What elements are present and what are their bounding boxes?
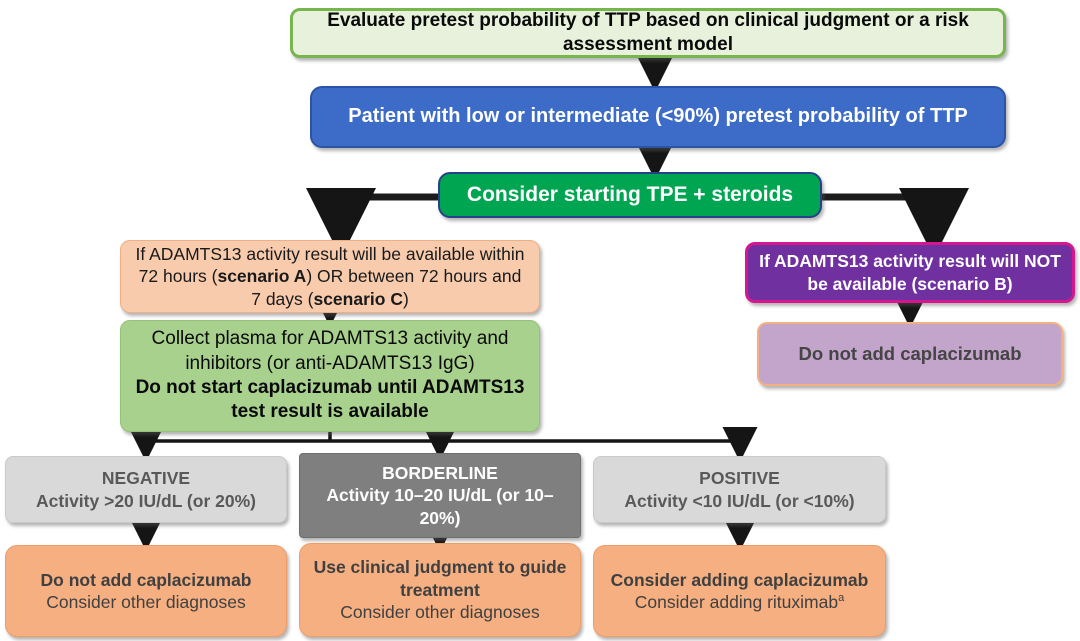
low-intermediate-probability-text: Patient with low or intermediate (<90%) …	[348, 105, 968, 128]
result-borderline-title: BORDERLINE	[382, 462, 498, 483]
action-borderline-normal: Consider other diagnoses	[340, 602, 540, 623]
scenario-a-c-text: If ADAMTS13 activity result will be avai…	[133, 243, 527, 310]
action-positive-normal: Consider adding rituximaba	[635, 591, 844, 613]
result-borderline-subtitle: Activity 10–20 IU/dL (or 10–20%)	[326, 485, 554, 528]
scenario-b-box: If ADAMTS13 activity result will NOT be …	[745, 242, 1075, 303]
do-not-add-caplacizumab-box: Do not add caplacizumab	[757, 322, 1063, 386]
start-tpe-steroids-box: Consider starting TPE + steroids	[438, 172, 822, 218]
result-borderline-box: BORDERLINE Activity 10–20 IU/dL (or 10–2…	[299, 453, 581, 538]
elbow-tpe-to-scenario-b	[820, 188, 969, 258]
low-intermediate-probability-box: Patient with low or intermediate (<90%) …	[310, 86, 1006, 148]
scenario-a-c-box: If ADAMTS13 activity result will be avai…	[120, 240, 540, 313]
scenario-c-label: scenario C	[313, 288, 403, 309]
start-tpe-steroids-text: Consider starting TPE + steroids	[466, 182, 794, 206]
action-positive-normal-text: Consider adding rituximab	[634, 592, 839, 612]
action-negative-box: Do not add caplacizumab Consider other d…	[5, 545, 287, 637]
evaluate-pretest-text: Evaluate pretest probability of TTP base…	[327, 9, 969, 55]
footnote-marker-a: a	[838, 592, 845, 605]
result-negative-box: NEGATIVE Activity >20 IU/dL (or 20%)	[5, 456, 287, 523]
result-negative-subtitle: Activity >20 IU/dL (or 20%)	[36, 490, 256, 511]
do-not-add-caplacizumab-text: Do not add caplacizumab	[798, 343, 1022, 365]
do-not-start-caplacizumab-text: Do not start caplacizumab until ADAMTS13…	[135, 377, 525, 423]
action-borderline-box: Use clinical judgment to guide treatment…	[299, 543, 581, 637]
collect-plasma-box: Collect plasma for ADAMTS13 activity and…	[120, 320, 540, 432]
action-negative-bold: Do not add caplacizumab	[40, 569, 252, 590]
scenario-ac-seg3: )	[402, 288, 409, 309]
result-positive-box: POSITIVE Activity <10 IU/dL (or <10%)	[593, 456, 886, 523]
evaluate-pretest-box: Evaluate pretest probability of TTP base…	[290, 8, 1006, 58]
result-positive-subtitle: Activity <10 IU/dL (or <10%)	[624, 490, 855, 511]
action-borderline-bold: Use clinical judgment to guide treatment	[313, 557, 567, 600]
action-negative-normal: Consider other diagnoses	[46, 592, 246, 612]
action-positive-bold: Consider adding caplacizumab	[610, 569, 869, 590]
scenario-ac-seg1: If ADAMTS13 activity result will be avai…	[135, 243, 525, 287]
fanout-collect-to-results	[146, 432, 740, 443]
elbow-tpe-to-scenario-ac	[306, 188, 440, 258]
scenario-a-label: scenario A	[217, 266, 307, 287]
collect-plasma-text: Collect plasma for ADAMTS13 activity and…	[151, 328, 509, 374]
action-positive-box: Consider adding caplacizumab Consider ad…	[593, 545, 886, 637]
result-positive-title: POSITIVE	[699, 468, 780, 489]
scenario-ac-seg2: ) OR between 72 hours and 7 days (	[251, 266, 522, 309]
result-negative-title: NEGATIVE	[101, 468, 191, 489]
scenario-b-text: If ADAMTS13 activity result will NOT be …	[759, 251, 1061, 294]
